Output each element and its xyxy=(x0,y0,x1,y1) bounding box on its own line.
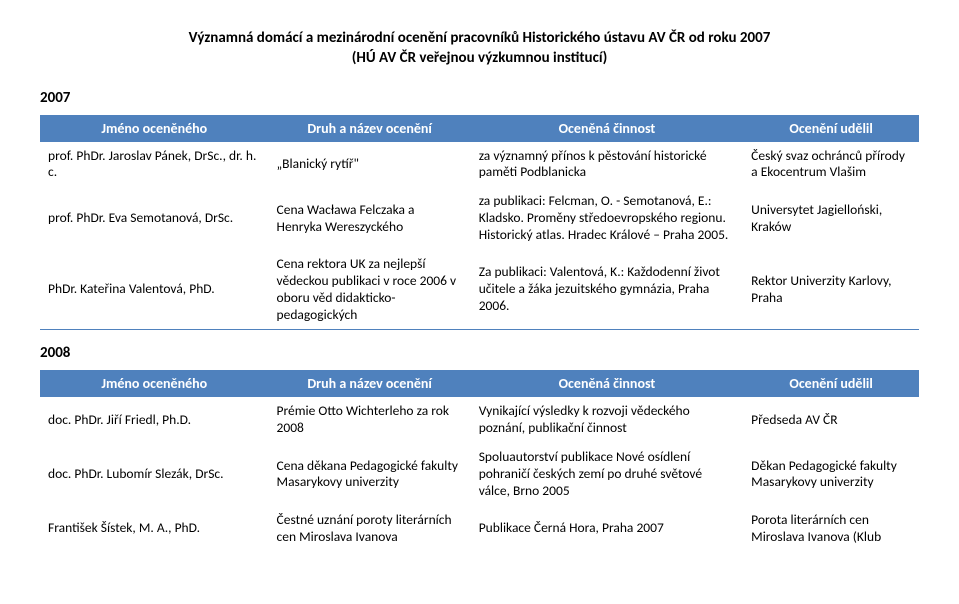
cell-name: prof. PhDr. Jaroslav Pánek, DrSc., dr. h… xyxy=(40,141,269,187)
col-header-award: Druh a název ocenění xyxy=(269,371,471,397)
cell-name: PhDr. Kateřina Valentová, PhD. xyxy=(40,250,269,330)
table-row: prof. PhDr. Eva Semotanová, DrSc. Cena W… xyxy=(40,187,919,250)
cell-name: prof. PhDr. Eva Semotanová, DrSc. xyxy=(40,187,269,250)
cell-activity: Publikace Černá Hora, Praha 2007 xyxy=(471,506,743,552)
cell-activity: Za publikaci: Valentová, K.: Každodenní … xyxy=(471,250,743,330)
col-header-activity: Oceněná činnost xyxy=(471,371,743,397)
table-row: prof. PhDr. Jaroslav Pánek, DrSc., dr. h… xyxy=(40,141,919,187)
document-title: Významná domácí a mezinárodní ocenění pr… xyxy=(40,28,919,69)
title-line-2: (HÚ AV ČR veřejnou výzkumnou institucí) xyxy=(40,48,919,68)
cell-award: Cena Wacława Felczaka a Henryka Wereszyc… xyxy=(269,187,471,250)
cell-giver: Universytet Jagielloński, Kraków xyxy=(743,187,919,250)
cell-activity: Spoluautorství publikace Nové osídlení p… xyxy=(471,443,743,506)
table-row: doc. PhDr. Jiří Friedl, Ph.D. Prémie Ott… xyxy=(40,397,919,443)
table-header-row: Jméno oceněného Druh a název ocenění Oce… xyxy=(40,371,919,397)
cell-award: Prémie Otto Wichterleho za rok 2008 xyxy=(269,397,471,443)
title-line-1: Významná domácí a mezinárodní ocenění pr… xyxy=(40,28,919,48)
cell-award: Cena děkana Pedagogické fakulty Masaryko… xyxy=(269,443,471,506)
section-year-2007: 2007 xyxy=(40,89,919,107)
cell-award: Cena rektora UK za nejlepší vědeckou pub… xyxy=(269,250,471,330)
cell-name: doc. PhDr. Jiří Friedl, Ph.D. xyxy=(40,397,269,443)
cell-name: František Šístek, M. A., PhD. xyxy=(40,506,269,552)
cell-activity: Vynikající výsledky k rozvoji vědeckého … xyxy=(471,397,743,443)
section-year-2008: 2008 xyxy=(40,344,919,362)
table-row: PhDr. Kateřina Valentová, PhD. Cena rekt… xyxy=(40,250,919,330)
cell-activity: za významný přínos k pěstování historick… xyxy=(471,141,743,187)
table-row: František Šístek, M. A., PhD. Čestné uzn… xyxy=(40,506,919,552)
col-header-giver: Ocenění udělil xyxy=(743,115,919,141)
cell-giver: Děkan Pedagogické fakulty Masarykovy uni… xyxy=(743,443,919,506)
cell-giver: Český svaz ochránců přírody a Ekocentrum… xyxy=(743,141,919,187)
awards-table-2007: Jméno oceněného Druh a název ocenění Oce… xyxy=(40,115,919,331)
col-header-activity: Oceněná činnost xyxy=(471,115,743,141)
table-header-row: Jméno oceněného Druh a název ocenění Oce… xyxy=(40,115,919,141)
cell-award: Čestné uznání poroty literárních cen Mir… xyxy=(269,506,471,552)
cell-giver: Rektor Univerzity Karlovy, Praha xyxy=(743,250,919,330)
col-header-award: Druh a název ocenění xyxy=(269,115,471,141)
col-header-giver: Ocenění udělil xyxy=(743,371,919,397)
cell-activity: za publikaci: Felcman, O. - Semotanová, … xyxy=(471,187,743,250)
table-row: doc. PhDr. Lubomír Slezák, DrSc. Cena dě… xyxy=(40,443,919,506)
col-header-name: Jméno oceněného xyxy=(40,115,269,141)
awards-table-2008: Jméno oceněného Druh a název ocenění Oce… xyxy=(40,370,919,551)
cell-award: „Blanický rytíř" xyxy=(269,141,471,187)
cell-giver: Porota literárních cen Miroslava Ivanova… xyxy=(743,506,919,552)
cell-name: doc. PhDr. Lubomír Slezák, DrSc. xyxy=(40,443,269,506)
cell-giver: Předseda AV ČR xyxy=(743,397,919,443)
col-header-name: Jméno oceněného xyxy=(40,371,269,397)
